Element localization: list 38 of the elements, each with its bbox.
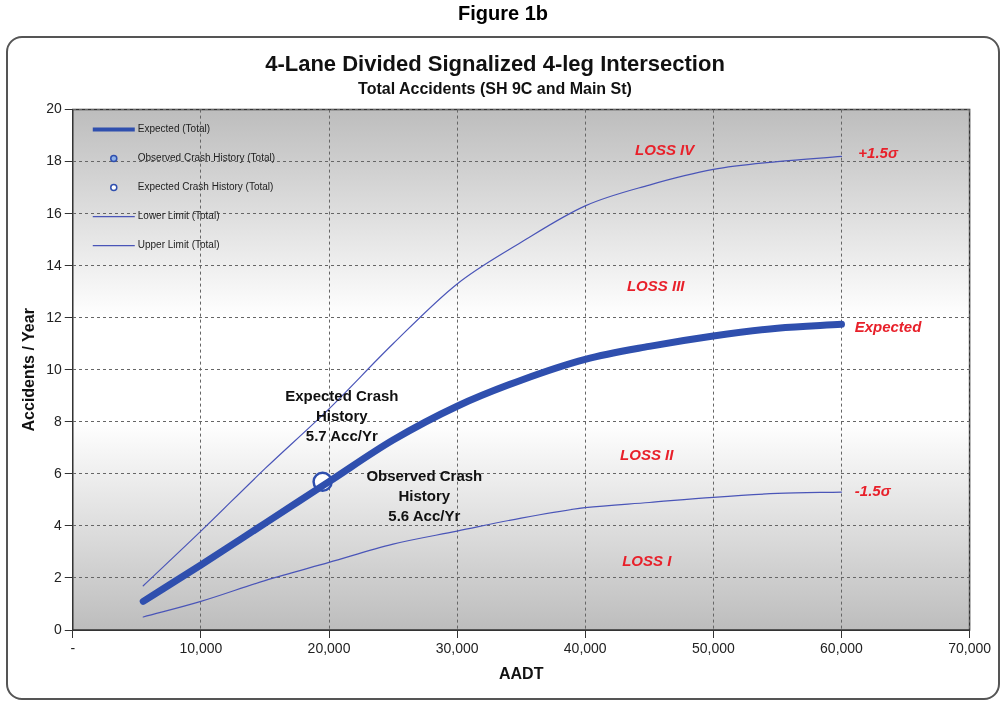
- y-tick-label: 18: [46, 152, 62, 169]
- line-series: [142, 491, 843, 618]
- legend-label: Observed Crash History (Total): [137, 152, 276, 164]
- legend-label: Lower Limit (Total): [137, 210, 220, 222]
- annotation: Expected: [854, 318, 923, 336]
- legend-label: Upper Limit (Total): [137, 239, 220, 251]
- y-tick-label: 6: [53, 464, 62, 481]
- y-tick-label: 2: [53, 568, 62, 585]
- annotation: LOSS I: [622, 552, 673, 570]
- y-tick-label: 0: [53, 620, 62, 637]
- x-axis-title: AADT: [498, 664, 544, 682]
- annotation: +1.5σ: [858, 143, 899, 161]
- y-tick-label: 16: [46, 204, 62, 221]
- annotation: LOSS III: [626, 276, 686, 294]
- legend-label: Expected Crash History (Total): [137, 181, 274, 193]
- x-tick-label: 10,000: [179, 640, 223, 657]
- legend-label: Expected (Total): [137, 123, 211, 135]
- x-tick-label: 70,000: [948, 640, 992, 657]
- y-tick-label: 8: [53, 412, 62, 429]
- y-tick-label: 10: [46, 360, 62, 377]
- x-tick-label: 20,000: [307, 640, 351, 657]
- caption: Figure 1b: [457, 2, 549, 25]
- x-tick-label: 30,000: [435, 640, 479, 657]
- annotation: Observed Crash History 5.6 Acc/Yr: [366, 467, 483, 525]
- x-tick-label: 60,000: [820, 640, 864, 657]
- annotation: -1.5σ: [854, 482, 892, 500]
- x-tick-label: -: [70, 640, 76, 657]
- annotation: LOSS II: [620, 445, 675, 463]
- chart-title: 4-Lane Divided Signalized 4-leg Intersection: [265, 51, 725, 77]
- y-axis-title: Accidents / Year: [20, 308, 38, 432]
- chart-subtitle: Total Accidents (SH 9C and Main St): [358, 80, 632, 98]
- y-tick-label: 20: [46, 100, 62, 117]
- annotation: LOSS IV: [635, 141, 697, 159]
- x-tick-label: 50,000: [691, 640, 735, 657]
- y-tick-label: 4: [53, 516, 62, 533]
- y-tick-label: 12: [46, 308, 62, 325]
- y-tick-label: 14: [46, 256, 62, 273]
- x-tick-label: 40,000: [563, 640, 607, 657]
